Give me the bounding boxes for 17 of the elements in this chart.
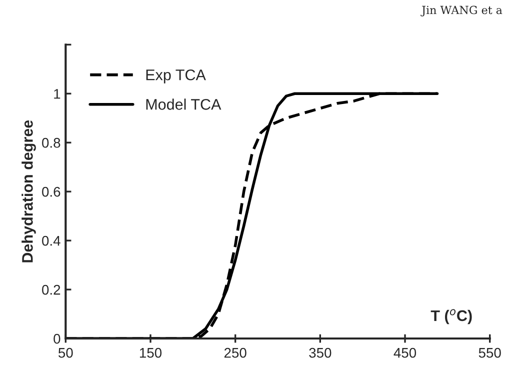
y-tick-label: 0	[54, 334, 60, 344]
legend-label: Exp TCA	[146, 69, 206, 84]
y-tick-label: 0.2	[42, 284, 60, 295]
x-tick-label: 150	[140, 348, 162, 358]
y-axis-title: Dehydration degree	[22, 120, 36, 262]
x-tick-label: 250	[224, 348, 246, 358]
y-tick-label: 1	[54, 89, 60, 99]
y-tick-label: 0.6	[42, 186, 60, 197]
x-axis-title: T ($^{o}$C)	[430, 309, 472, 324]
legend-label: Model TCA	[146, 98, 222, 110]
x-tick-label: 550	[478, 348, 501, 358]
x-tick-label: 350	[309, 348, 332, 358]
y-tick-label: 0.4	[42, 236, 60, 246]
y-tick-label: 0.8	[42, 138, 60, 148]
text: Jin WANG et a	[420, 6, 502, 16]
x-tick-label: 450	[394, 348, 416, 358]
x-tick-label: 50	[58, 348, 73, 358]
